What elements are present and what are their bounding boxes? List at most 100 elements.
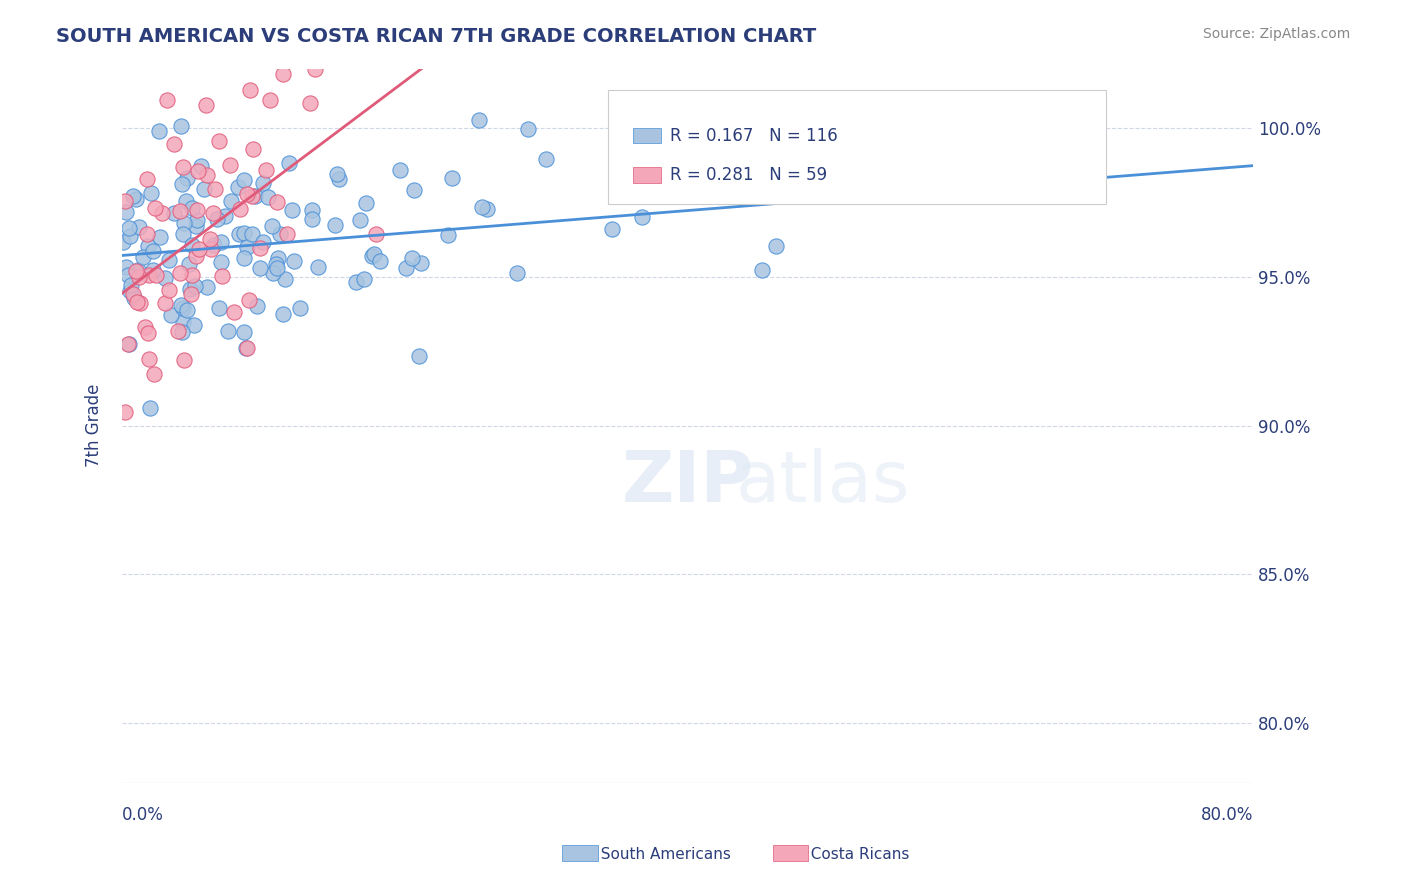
Point [236, 240, 259, 254]
Point [143, 201, 166, 215]
Point [202, 237, 225, 252]
Point [290, 301, 312, 316]
Point [145, 268, 167, 282]
Point [138, 351, 160, 366]
Point [437, 227, 460, 242]
Point [152, 206, 174, 220]
Point [232, 325, 254, 339]
Point [271, 307, 294, 321]
Point [209, 235, 232, 249]
Point [170, 298, 193, 312]
Point [128, 270, 150, 285]
Point [239, 83, 262, 97]
Point [214, 209, 236, 223]
Point [195, 280, 218, 294]
Point [169, 266, 191, 280]
Point [751, 262, 773, 277]
Point [125, 264, 148, 278]
Point [142, 244, 165, 259]
Point [193, 182, 215, 196]
Point [207, 301, 229, 316]
Point [328, 172, 350, 186]
Point [276, 227, 298, 241]
Point [121, 286, 143, 301]
Point [440, 170, 463, 185]
Point [229, 202, 252, 217]
Point [114, 194, 136, 209]
Point [395, 261, 418, 276]
Point [166, 325, 188, 339]
Point [114, 205, 136, 219]
Point [236, 186, 259, 201]
Point [266, 260, 288, 275]
Point [188, 242, 211, 256]
Point [190, 159, 212, 173]
Point [114, 405, 136, 419]
Point [128, 220, 150, 235]
Point [249, 260, 271, 275]
Point [118, 336, 141, 351]
Point [172, 301, 194, 315]
Point [262, 267, 284, 281]
Point [120, 277, 142, 292]
Point [117, 336, 139, 351]
Point [127, 266, 149, 280]
Point [401, 252, 423, 266]
Point [141, 186, 163, 201]
Point [163, 136, 186, 151]
Point [349, 213, 371, 227]
Point [245, 299, 267, 313]
Point [232, 173, 254, 187]
Point [856, 180, 879, 194]
Point [117, 268, 139, 282]
Text: Source: ZipAtlas.com: Source: ZipAtlas.com [1202, 27, 1350, 41]
Point [243, 188, 266, 202]
Point [226, 180, 249, 194]
Point [136, 227, 159, 241]
Point [252, 235, 274, 250]
Point [228, 227, 250, 241]
Text: atlas: atlas [735, 448, 910, 517]
Point [211, 268, 233, 283]
Text: Costa Ricans: Costa Ricans [801, 847, 910, 862]
Point [224, 305, 246, 319]
Point [200, 242, 222, 256]
Point [202, 205, 225, 219]
FancyBboxPatch shape [633, 128, 661, 144]
Point [160, 308, 183, 322]
Text: R = 0.167   N = 116: R = 0.167 N = 116 [671, 127, 838, 145]
Point [183, 318, 205, 332]
Point [301, 203, 323, 218]
Point [177, 257, 200, 271]
Point [125, 192, 148, 206]
Point [200, 232, 222, 246]
Point [353, 272, 375, 286]
Point [252, 176, 274, 190]
FancyBboxPatch shape [633, 167, 661, 183]
Point [283, 253, 305, 268]
Point [402, 183, 425, 197]
Point [218, 158, 240, 172]
Point [174, 194, 197, 208]
Point [169, 119, 191, 133]
Text: R = 0.281   N = 59: R = 0.281 N = 59 [671, 166, 828, 184]
Point [176, 170, 198, 185]
Point [181, 268, 204, 283]
Point [204, 182, 226, 196]
Point [136, 326, 159, 341]
Point [195, 168, 218, 182]
Point [155, 270, 177, 285]
Point [240, 189, 263, 203]
Point [139, 401, 162, 415]
Point [221, 194, 243, 208]
Point [115, 260, 138, 274]
Point [363, 247, 385, 261]
Point [278, 156, 301, 170]
Point [136, 239, 159, 253]
Text: SOUTH AMERICAN VS COSTA RICAN 7TH GRADE CORRELATION CHART: SOUTH AMERICAN VS COSTA RICAN 7TH GRADE … [56, 27, 817, 45]
Point [181, 238, 204, 252]
Point [217, 324, 239, 338]
Point [517, 122, 540, 136]
Point [323, 219, 346, 233]
Point [136, 172, 159, 186]
